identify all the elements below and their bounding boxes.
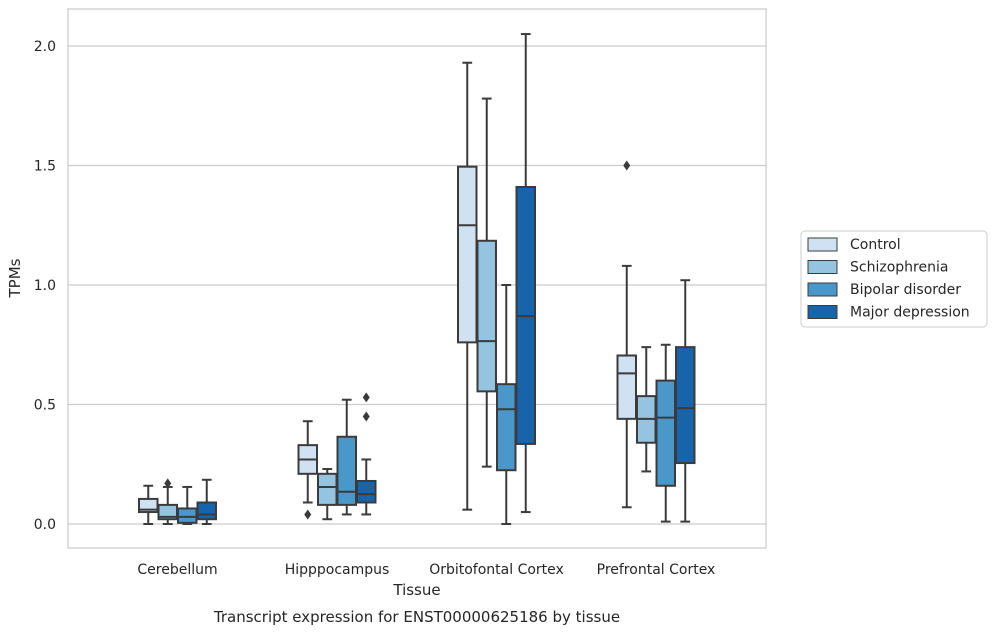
legend-label: Bipolar disorder xyxy=(850,282,961,298)
x-tick-label: Hipppocampus xyxy=(285,562,390,578)
outlier-point xyxy=(362,392,370,403)
legend-label: Major depression xyxy=(850,305,970,321)
box-groups xyxy=(138,33,696,525)
box xyxy=(196,478,217,525)
outlier-point xyxy=(623,160,631,171)
box-iqr xyxy=(655,379,676,487)
chart-title: Transcript expression for ENST0000062518… xyxy=(213,608,620,626)
box xyxy=(157,478,178,525)
box-iqr xyxy=(196,501,217,521)
legend-swatch xyxy=(807,260,838,274)
box xyxy=(655,343,676,523)
box xyxy=(616,160,637,509)
y-tick-label: 0.5 xyxy=(34,398,56,414)
legend-label: Schizophrenia xyxy=(850,260,948,276)
box xyxy=(636,346,657,473)
box-iqr xyxy=(336,435,357,506)
box xyxy=(476,97,497,468)
x-tick-label: Cerebellum xyxy=(137,562,217,578)
box-iqr xyxy=(675,346,696,465)
y-axis-label: TPMs xyxy=(6,258,24,298)
legend-frame xyxy=(800,230,988,328)
box-iqr xyxy=(476,239,497,393)
x-axis-label: Tissue xyxy=(392,581,440,599)
box xyxy=(457,61,478,511)
legend-label: Control xyxy=(850,237,901,253)
box-iqr xyxy=(356,479,377,504)
x-tick-label: Prefrontal Cortex xyxy=(597,562,716,578)
y-tick-label: 0.0 xyxy=(34,517,56,533)
y-tick-label: 1.0 xyxy=(34,278,56,294)
y-tick-labels: 0.0 0.5 1.0 1.5 2.0 xyxy=(34,39,56,533)
legend-swatch xyxy=(807,237,838,252)
x-tick-labels: Cerebellum Hipppocampus Orbitofontal Corte… xyxy=(137,562,715,578)
y-tick-label: 2.0 xyxy=(34,39,56,55)
box xyxy=(356,392,377,516)
box-iqr xyxy=(457,165,478,344)
box xyxy=(317,468,338,521)
box xyxy=(336,398,357,516)
legend-swatch xyxy=(807,305,838,319)
box xyxy=(297,420,318,520)
outlier-point xyxy=(164,478,172,489)
y-tick-label: 1.5 xyxy=(34,159,56,175)
outlier-point xyxy=(362,411,370,422)
box xyxy=(515,33,536,514)
box xyxy=(138,484,159,525)
box-iqr xyxy=(496,383,517,472)
box-iqr xyxy=(616,354,637,420)
x-tick-label: Orbitofontal Cortex xyxy=(429,562,564,578)
plot-frame xyxy=(67,8,767,549)
box xyxy=(675,279,696,523)
outlier-point xyxy=(304,509,312,520)
box-iqr xyxy=(177,507,198,524)
legend-swatch xyxy=(807,282,838,297)
box xyxy=(177,485,198,525)
box xyxy=(496,284,517,525)
box-iqr xyxy=(317,472,338,506)
legend: Control Schizophrenia Bipolar disorder Majo… xyxy=(800,230,988,328)
